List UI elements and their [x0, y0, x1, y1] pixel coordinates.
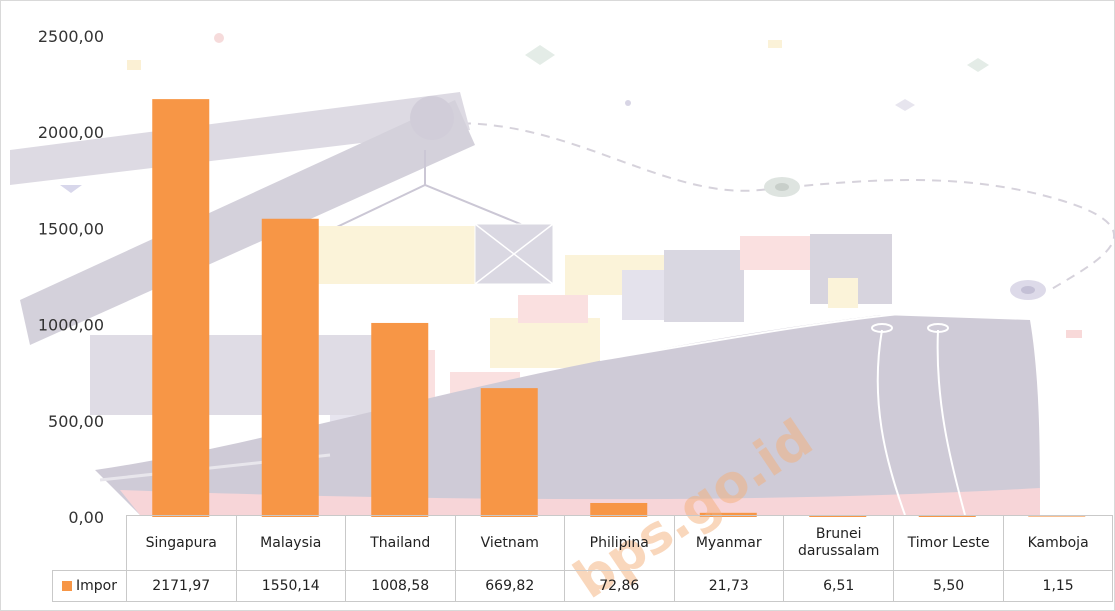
y-tick-label: 500,00 [48, 412, 104, 431]
y-tick-label: 1500,00 [38, 219, 104, 238]
y-tick-label: 1000,00 [38, 316, 104, 335]
data-value-label: 21,73 [673, 570, 784, 602]
category-label: Singapura [126, 515, 237, 571]
bar [480, 388, 538, 517]
data-table: Singapura Malaysia Thailand Vietnam Philipin… [52, 515, 1114, 602]
category-label: Thailand [345, 515, 456, 571]
category-label: Timor Leste [893, 515, 1004, 571]
bar [590, 502, 648, 517]
category-label: Malaysia [235, 515, 346, 571]
data-value-label: 1550,14 [235, 570, 346, 602]
category-label: Brunei darussalam [782, 515, 895, 571]
legend-swatch [62, 580, 72, 591]
bar [261, 218, 319, 518]
bar [699, 512, 757, 517]
data-value-label: 2171,97 [126, 570, 237, 602]
category-header-row: Singapura Malaysia Thailand Vietnam Philipin… [52, 515, 1114, 571]
category-label: Kamboja [1002, 515, 1114, 571]
legend-label: Impor [76, 577, 117, 594]
background-illustration [10, 33, 1115, 516]
data-value-label: 1008,58 [345, 570, 456, 602]
bar [152, 99, 210, 517]
y-tick-label: 2500,00 [38, 27, 104, 46]
data-value-label: 1,15 [1002, 570, 1114, 602]
legend-entry-impor: Impor [52, 570, 127, 602]
table-corner [52, 515, 127, 571]
y-tick-label: 2000,00 [38, 123, 104, 142]
data-value-label: 5,50 [893, 570, 1004, 602]
data-value-label: 6,51 [782, 570, 895, 602]
bar-series-impor [152, 99, 1086, 518]
category-label: Vietnam [454, 515, 565, 571]
category-label: Myanmar [673, 515, 784, 571]
data-value-label: 669,82 [454, 570, 565, 602]
category-label: Philipina [564, 515, 675, 571]
bar [371, 322, 429, 517]
data-value-label: 72,86 [564, 570, 675, 602]
series-row-impor: Impor 2171,97 1550,14 1008,58 669,82 72,86 21… [52, 570, 1114, 602]
